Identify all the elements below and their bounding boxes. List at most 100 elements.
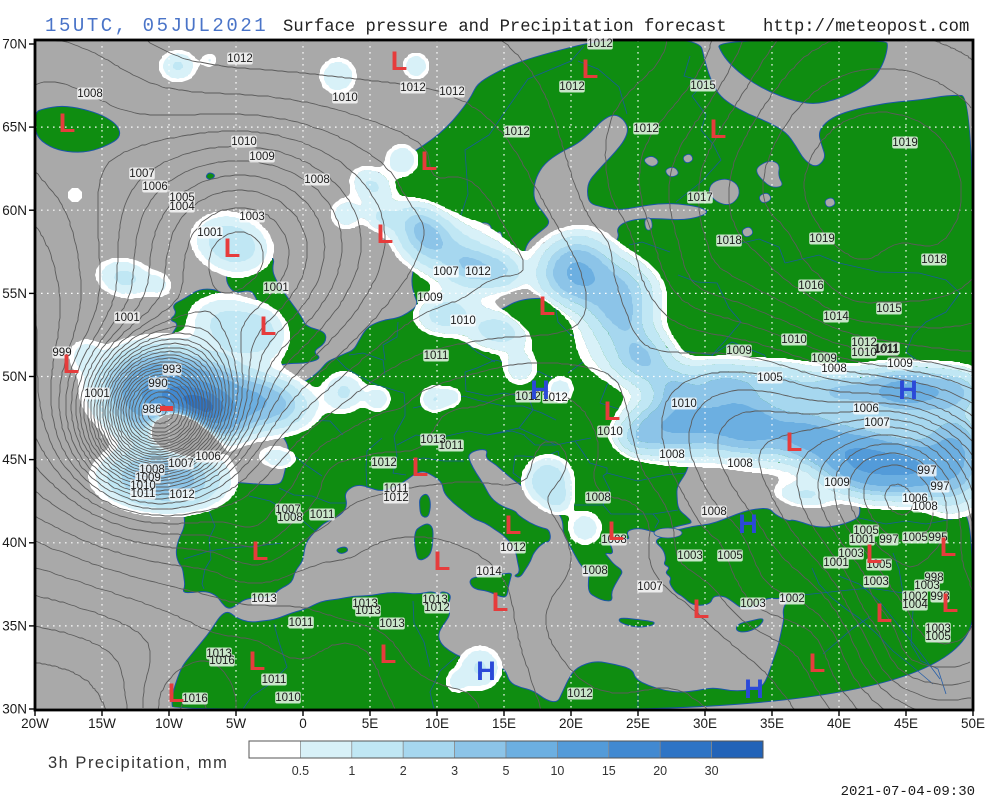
- svg-text:L: L: [582, 54, 599, 84]
- svg-text:L: L: [940, 532, 957, 562]
- svg-text:H: H: [530, 375, 550, 405]
- svg-text:1013: 1013: [251, 593, 277, 605]
- svg-text:1007: 1007: [129, 168, 155, 180]
- svg-text:1012: 1012: [400, 82, 426, 94]
- svg-text:10: 10: [550, 764, 564, 778]
- svg-text:L: L: [412, 452, 429, 482]
- svg-text:1013: 1013: [206, 648, 232, 660]
- svg-text:1003: 1003: [914, 580, 940, 592]
- svg-text:L: L: [377, 219, 394, 249]
- svg-text:1008: 1008: [77, 88, 103, 100]
- svg-text:1008: 1008: [277, 512, 303, 524]
- svg-text:20: 20: [653, 764, 667, 778]
- svg-text:1010: 1010: [332, 92, 358, 104]
- svg-text:993: 993: [162, 364, 181, 376]
- svg-text:30: 30: [705, 764, 719, 778]
- svg-text:1013: 1013: [379, 618, 405, 630]
- svg-text:2: 2: [400, 764, 407, 778]
- svg-text:L: L: [224, 233, 241, 263]
- svg-text:3h Precipitation, mm: 3h Precipitation, mm: [48, 754, 228, 772]
- svg-text:1001: 1001: [263, 282, 289, 294]
- svg-text:1010: 1010: [851, 347, 877, 359]
- svg-text:50N: 50N: [2, 369, 27, 384]
- svg-text:45E: 45E: [894, 716, 918, 731]
- svg-text:15W: 15W: [88, 716, 116, 731]
- svg-text:1012: 1012: [424, 602, 450, 614]
- svg-text:1011: 1011: [310, 509, 335, 521]
- svg-text:15E: 15E: [492, 716, 516, 731]
- svg-text:H: H: [898, 375, 918, 405]
- svg-text:1011: 1011: [424, 350, 449, 362]
- svg-text:1018: 1018: [716, 235, 742, 247]
- svg-text:2021-07-04-09:30: 2021-07-04-09:30: [841, 784, 975, 800]
- svg-text:40N: 40N: [2, 535, 27, 550]
- svg-text:997: 997: [917, 465, 936, 477]
- svg-text:998: 998: [930, 591, 949, 603]
- svg-text:L: L: [168, 678, 185, 708]
- svg-text:1016: 1016: [209, 655, 235, 667]
- svg-text:20E: 20E: [559, 716, 583, 731]
- svg-text:1005: 1005: [902, 532, 928, 544]
- svg-text:1006: 1006: [142, 181, 168, 193]
- svg-text:1011: 1011: [131, 488, 156, 500]
- svg-text:1013: 1013: [352, 598, 378, 610]
- svg-text:1005: 1005: [757, 372, 783, 384]
- svg-text:1006: 1006: [902, 493, 928, 505]
- svg-text:30N: 30N: [2, 702, 27, 717]
- svg-text:1008: 1008: [304, 174, 330, 186]
- svg-text:L: L: [380, 639, 397, 669]
- svg-text:1008: 1008: [701, 506, 727, 518]
- svg-text:1008: 1008: [585, 492, 611, 504]
- svg-text:15UTC, 05JUL2021: 15UTC, 05JUL2021: [45, 15, 268, 37]
- svg-text:998: 998: [924, 572, 943, 584]
- svg-text:1012: 1012: [227, 53, 253, 65]
- svg-text:L: L: [505, 510, 522, 540]
- svg-text:1014: 1014: [823, 311, 849, 323]
- svg-text:L: L: [59, 108, 76, 138]
- svg-text:1008: 1008: [912, 501, 938, 513]
- svg-text:L: L: [710, 114, 727, 144]
- svg-text:40E: 40E: [827, 716, 851, 731]
- svg-text:1011: 1011: [875, 343, 900, 355]
- svg-text:1003: 1003: [677, 550, 703, 562]
- svg-text:1015: 1015: [690, 80, 716, 92]
- svg-text:1005: 1005: [925, 631, 951, 643]
- svg-text:1013: 1013: [420, 434, 446, 446]
- svg-text:1011: 1011: [439, 440, 464, 452]
- svg-text:1008: 1008: [727, 458, 753, 470]
- svg-text:25E: 25E: [626, 716, 650, 731]
- svg-text:L: L: [539, 291, 556, 321]
- svg-text:1008: 1008: [601, 534, 627, 546]
- svg-text:1014: 1014: [476, 566, 502, 578]
- svg-text:1012: 1012: [542, 392, 568, 404]
- svg-text:35E: 35E: [760, 716, 784, 731]
- svg-text:1010: 1010: [781, 334, 807, 346]
- svg-text:1012: 1012: [559, 81, 585, 93]
- svg-text:1011: 1011: [384, 483, 409, 495]
- svg-text:http://meteopost.com: http://meteopost.com: [763, 18, 969, 37]
- svg-text:1009: 1009: [249, 151, 275, 163]
- svg-text:L: L: [63, 349, 80, 379]
- svg-text:1007: 1007: [275, 504, 301, 516]
- svg-text:1012: 1012: [383, 492, 409, 504]
- svg-text:1011: 1011: [289, 617, 314, 629]
- svg-text:5: 5: [503, 764, 510, 778]
- svg-text:15: 15: [602, 764, 616, 778]
- svg-text:H: H: [738, 509, 758, 539]
- svg-text:1005: 1005: [717, 550, 743, 562]
- svg-text:999: 999: [52, 347, 71, 359]
- svg-text:1012: 1012: [567, 688, 593, 700]
- svg-text:10E: 10E: [425, 716, 449, 731]
- svg-text:20W: 20W: [21, 716, 49, 731]
- svg-text:Surface pressure and Precipita: Surface pressure and Precipitation forec…: [283, 18, 727, 37]
- svg-text:1001: 1001: [197, 227, 223, 239]
- svg-text:1009: 1009: [811, 353, 837, 365]
- svg-text:1010: 1010: [231, 136, 257, 148]
- svg-text:1004: 1004: [169, 201, 195, 213]
- svg-text:1: 1: [348, 764, 355, 778]
- svg-text:45N: 45N: [2, 452, 27, 467]
- svg-text:1015: 1015: [876, 303, 902, 315]
- svg-text:997: 997: [930, 481, 949, 493]
- svg-text:1019: 1019: [809, 233, 835, 245]
- svg-text:1009: 1009: [887, 358, 913, 370]
